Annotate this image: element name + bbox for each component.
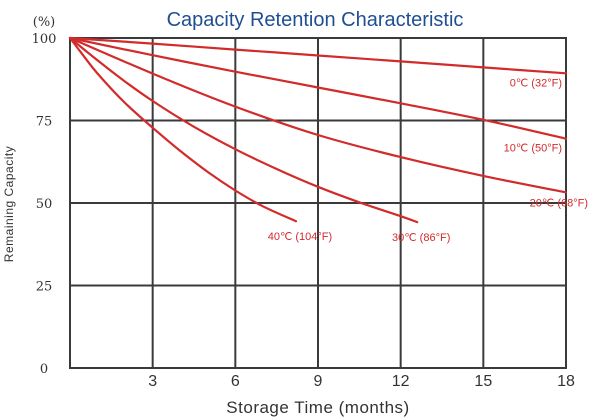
y-tick-label-50: 50: [36, 197, 53, 212]
y-tick-label-75: 75: [36, 115, 53, 130]
series-line-1: [68, 36, 568, 140]
grid: [69, 37, 567, 369]
series-line-2: [68, 36, 568, 194]
x-tick-label-12: 12: [392, 373, 410, 390]
series-line-0: [68, 36, 568, 75]
y-tick-label-25: 25: [36, 280, 53, 295]
y-axis-label: Remaining Capacity: [2, 146, 16, 262]
chart-title: Capacity Retention Characteristic: [167, 9, 464, 31]
series-labels: 0℃ (32°F) 10℃ (50°F) 20℃ (68°F) 30℃ (86°F) 4…: [268, 77, 588, 244]
x-tick-label-6: 6: [231, 373, 240, 390]
x-tick-label-9: 9: [314, 373, 323, 390]
series-label-1: 10℃ (50°F): [504, 143, 562, 155]
series-label-4: 40℃ (104°F): [268, 231, 332, 243]
series-line-4: [68, 36, 298, 223]
y-axis-unit: (%): [33, 15, 56, 30]
series-label-0: 0℃ (32°F): [510, 77, 562, 89]
series-line-3: [68, 36, 419, 224]
x-tick-label-3: 3: [148, 373, 157, 390]
x-tick-label-15: 15: [474, 373, 492, 390]
y-tick-label-0: 0: [40, 362, 48, 377]
tick-labels: 0 25 50 75 100 3 6 9 12 15 18: [32, 32, 575, 390]
series-label-3: 30℃ (86°F): [392, 232, 450, 244]
series-lines: [68, 36, 568, 224]
x-tick-label-18: 18: [557, 373, 575, 390]
y-tick-label-100: 100: [32, 32, 57, 47]
plot-frame: [69, 37, 567, 369]
series-label-2: 20℃ (68°F): [530, 197, 588, 209]
x-axis-label: Storage Time (months): [226, 398, 409, 417]
